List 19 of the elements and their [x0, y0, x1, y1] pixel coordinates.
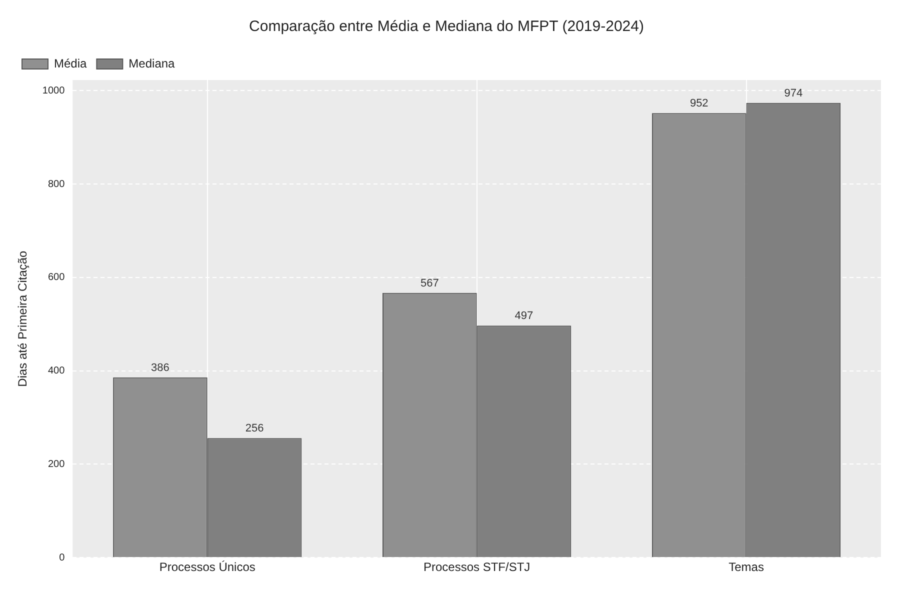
y-tick-label: 0 — [59, 552, 66, 564]
legend-label: Mediana — [128, 56, 176, 70]
legend-label: Média — [54, 56, 88, 70]
x-tick-label: Processos STF/STJ — [423, 560, 530, 574]
y-tick-label: 200 — [48, 458, 66, 470]
chart-title: Comparação entre Média e Mediana do MFPT (2019-2024) — [249, 18, 644, 36]
y-tick-label: 1000 — [42, 85, 66, 96]
data-label: 952 — [690, 98, 708, 110]
x-tick-label: Processos Únicos — [159, 560, 256, 574]
y-tick-label: 400 — [48, 366, 66, 377]
data-label: 567 — [420, 277, 439, 290]
data-label: 386 — [151, 362, 170, 374]
y-tick-label: 600 — [48, 272, 66, 284]
y-axis-title: Dias até Primeira Citação — [16, 250, 30, 387]
x-tick-label: Temas — [728, 560, 764, 574]
y-tick-label: 800 — [48, 178, 66, 190]
data-label: 974 — [784, 87, 803, 100]
data-label: 256 — [245, 422, 264, 435]
data-label: 497 — [514, 310, 534, 322]
